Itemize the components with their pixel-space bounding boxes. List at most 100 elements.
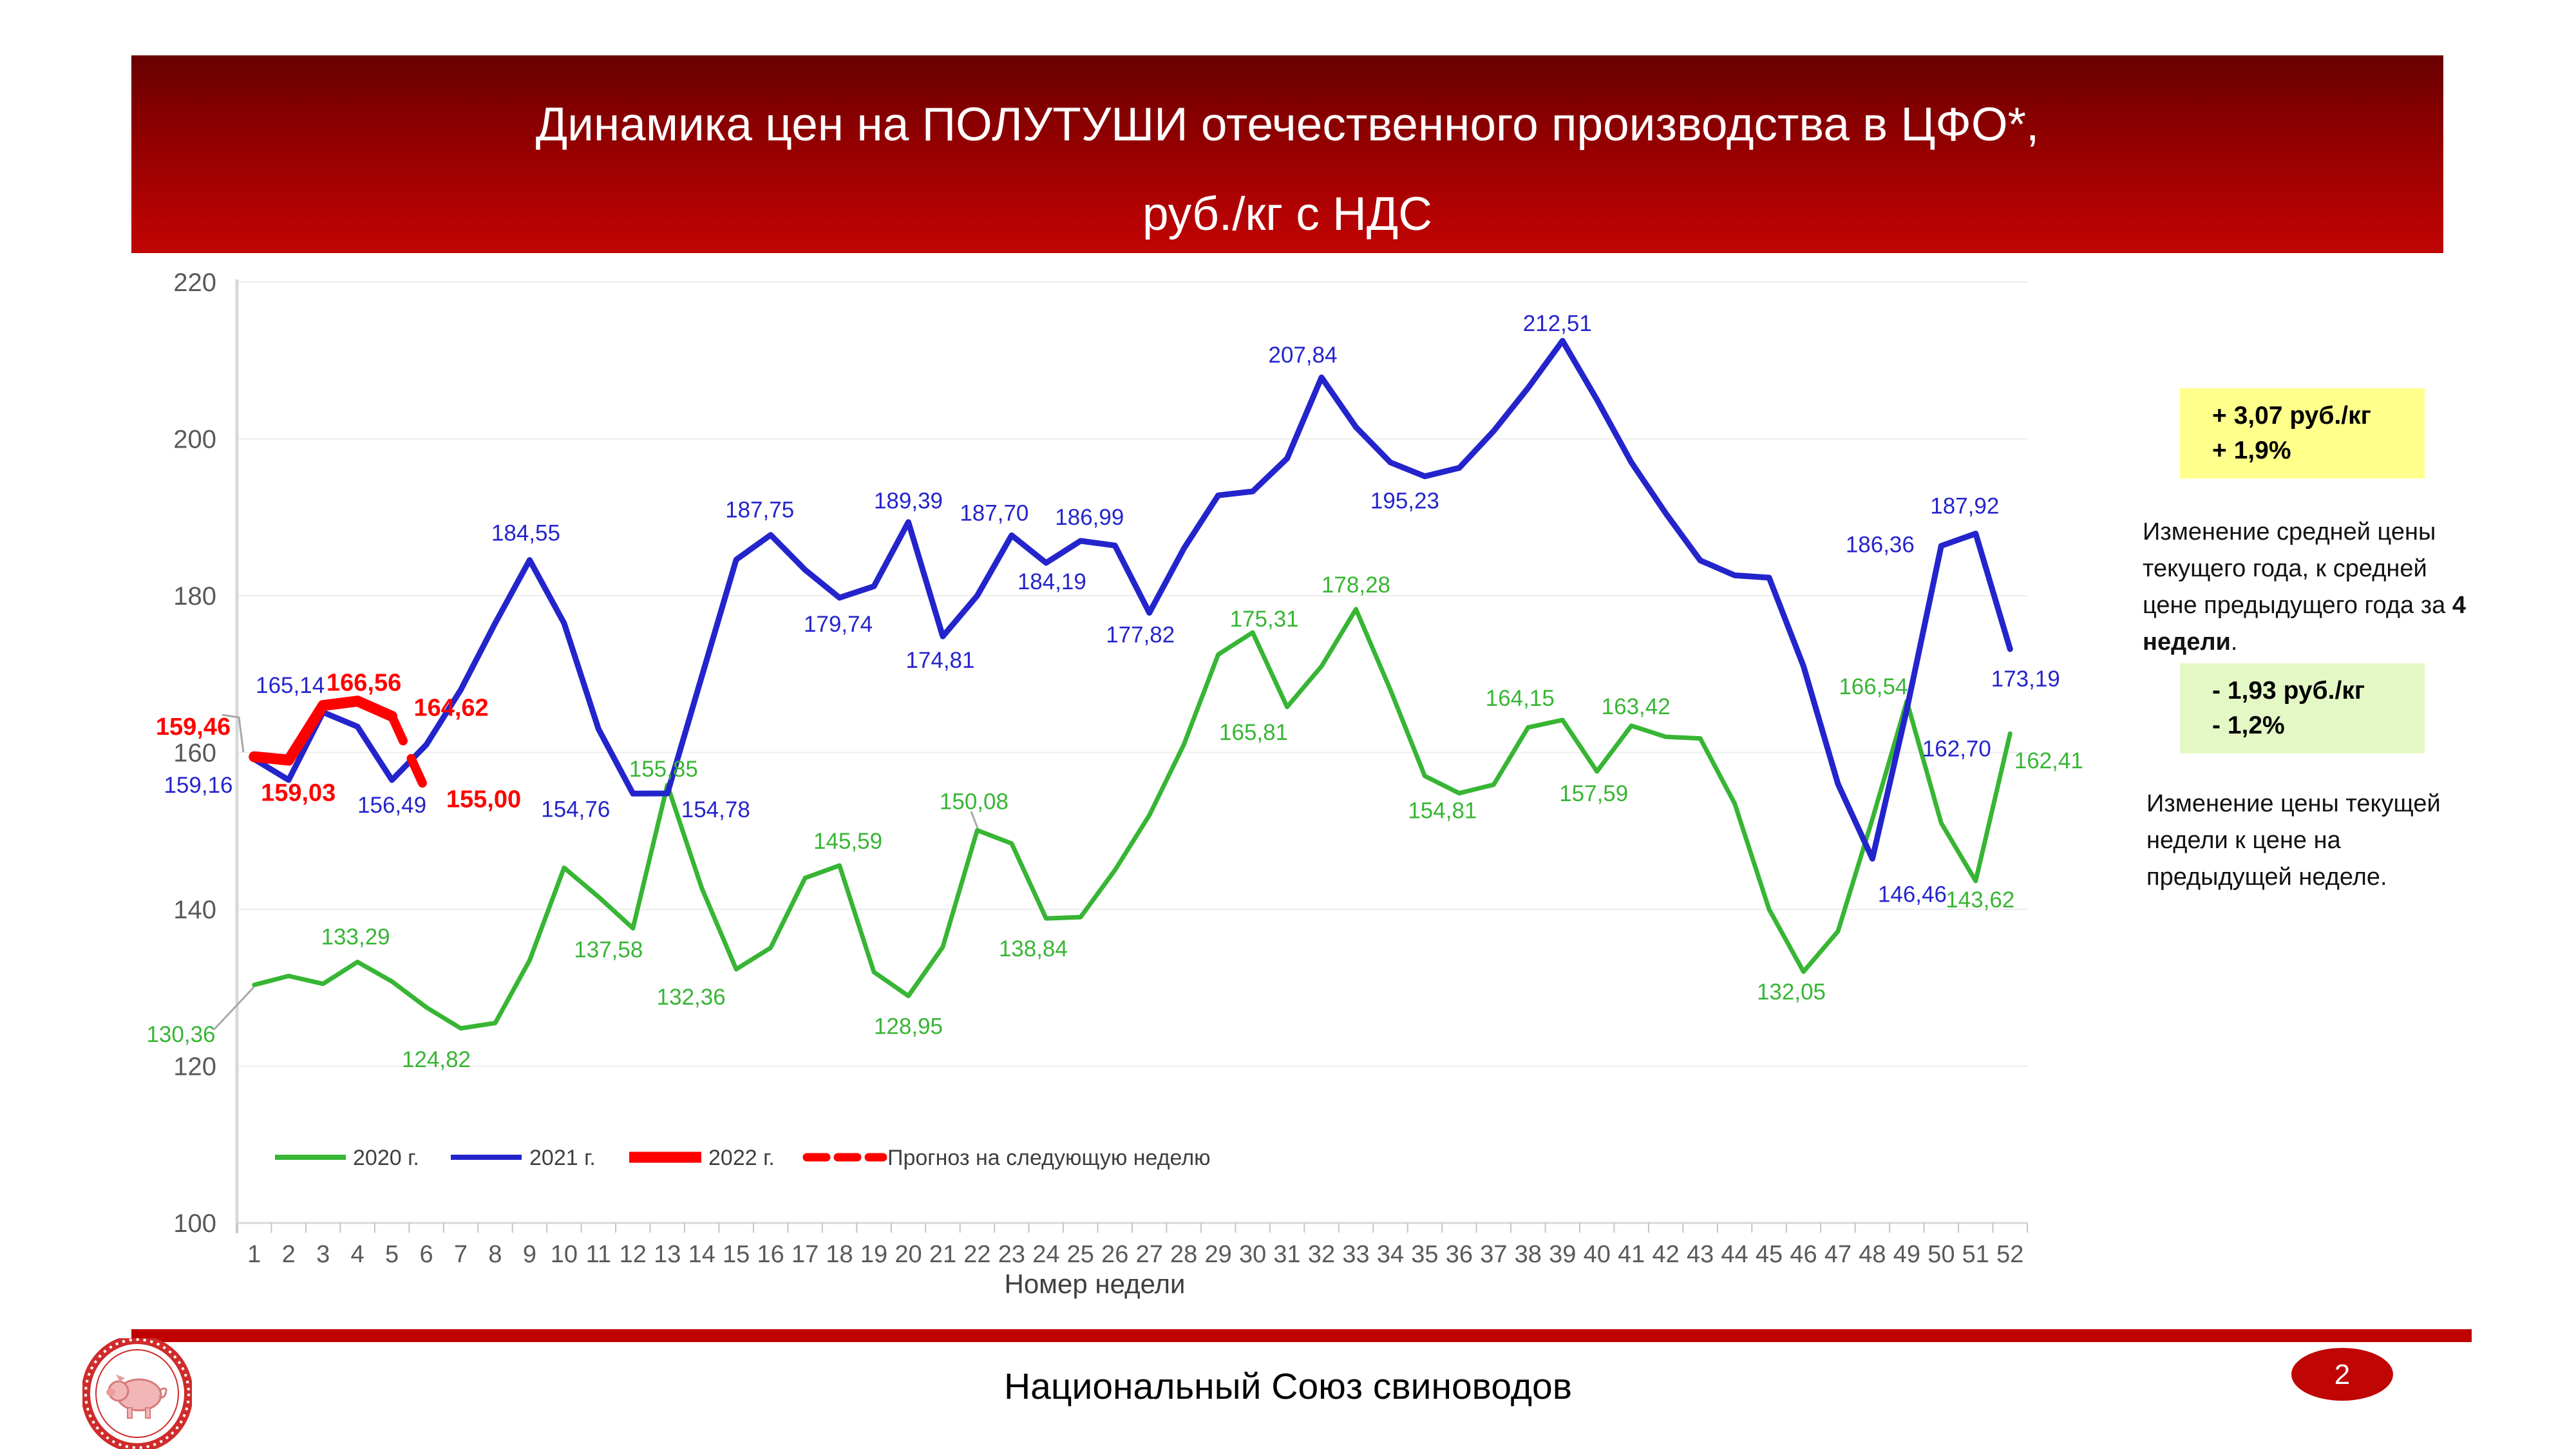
legend-label-y2021: 2021 г. xyxy=(529,1146,596,1170)
x-axis-label: 34 xyxy=(1377,1241,1404,1268)
avg-price-change-pct: + 1,9% xyxy=(2212,437,2291,464)
x-axis-label: 38 xyxy=(1515,1241,1542,1268)
data-label: 164,15 xyxy=(1486,686,1555,711)
y-axis-label: 180 xyxy=(173,582,216,611)
logo-ring-text xyxy=(84,1338,190,1449)
x-axis-label: 14 xyxy=(688,1241,715,1268)
week-price-change-pct: - 1,2% xyxy=(2212,712,2285,739)
data-label: 175,31 xyxy=(1230,607,1299,632)
data-label: 132,36 xyxy=(657,985,726,1010)
data-label: 163,42 xyxy=(1602,694,1671,719)
label-leader-line xyxy=(222,714,245,753)
x-axis-label: 20 xyxy=(895,1241,922,1268)
data-label: 128,95 xyxy=(874,1014,943,1039)
y-axis-label: 100 xyxy=(173,1209,216,1238)
x-axis-label: 30 xyxy=(1239,1241,1266,1268)
data-label: 138,84 xyxy=(999,936,1068,961)
x-axis-label: 35 xyxy=(1411,1241,1438,1268)
x-axis-label: 4 xyxy=(351,1241,365,1268)
data-label: 187,92 xyxy=(1930,494,1999,519)
series-line-y2022 xyxy=(249,696,398,766)
avg-price-change-note: Изменение средней цены текущего года, к … xyxy=(2143,514,2480,661)
data-label: 159,46 xyxy=(156,714,231,741)
x-axis-label: 7 xyxy=(454,1241,468,1268)
data-label: 165,14 xyxy=(256,673,325,698)
avg-price-change-rub: + 3,07 руб./кг xyxy=(2212,402,2371,430)
x-axis-label: 37 xyxy=(1480,1241,1507,1268)
legend-label-y2020: 2020 г. xyxy=(353,1146,419,1170)
x-axis-label: 27 xyxy=(1136,1241,1163,1268)
data-label: 155,85 xyxy=(629,757,698,782)
data-label: 124,82 xyxy=(402,1047,471,1072)
x-axis-label: 50 xyxy=(1927,1241,1955,1268)
x-axis-label: 24 xyxy=(1032,1241,1059,1268)
data-label: 173,19 xyxy=(1991,667,2060,692)
pig-icon xyxy=(106,1374,167,1419)
x-axis-label: 47 xyxy=(1824,1241,1852,1268)
x-axis-label: 2 xyxy=(282,1241,296,1268)
nss-logo xyxy=(82,1338,192,1449)
page-title-line1: Динамика цен на ПОЛУТУШИ отечественного … xyxy=(535,99,2040,151)
y-axis-label: 220 xyxy=(173,269,216,297)
x-axis-label: 6 xyxy=(419,1241,433,1268)
series-line-y2021 xyxy=(251,337,2013,862)
data-label: 159,03 xyxy=(261,779,336,806)
data-label: 162,41 xyxy=(2014,748,2083,773)
data-label: 146,46 xyxy=(1878,882,1947,907)
label-leader-line xyxy=(213,986,255,1031)
footer-divider xyxy=(131,1329,2472,1342)
x-axis-label: 16 xyxy=(757,1241,784,1268)
x-axis-label: 40 xyxy=(1584,1241,1611,1268)
note1-lead: Изменение средней цены текущего года, к … xyxy=(2143,518,2452,619)
data-label: 157,59 xyxy=(1559,781,1628,806)
data-label: 189,39 xyxy=(874,489,943,514)
x-axis-label: 41 xyxy=(1618,1241,1645,1268)
data-label: 212,51 xyxy=(1523,311,1592,336)
data-label: 150,08 xyxy=(940,789,1009,814)
x-axis-label: 33 xyxy=(1342,1241,1369,1268)
x-axis-label: 5 xyxy=(385,1241,399,1268)
data-label: 145,59 xyxy=(813,829,882,854)
x-axis-label: 52 xyxy=(1996,1241,2023,1268)
x-axis-label: 26 xyxy=(1101,1241,1128,1268)
x-axis-label: 22 xyxy=(963,1241,990,1268)
x-axis-label: 45 xyxy=(1756,1241,1783,1268)
data-label: 143,62 xyxy=(1946,887,2014,913)
y-axis-label: 120 xyxy=(173,1053,216,1081)
data-label: 159,16 xyxy=(164,773,232,798)
x-axis-title: Номер недели xyxy=(1004,1269,1185,1299)
x-axis-label: 10 xyxy=(551,1241,578,1268)
avg-price-change-box: + 3,07 руб./кг + 1,9% xyxy=(2180,388,2425,478)
data-label: 166,54 xyxy=(1839,674,1908,699)
x-axis-label: 17 xyxy=(791,1241,819,1268)
data-label: 133,29 xyxy=(321,925,390,950)
data-label: 177,82 xyxy=(1106,623,1175,648)
x-axis-label: 18 xyxy=(826,1241,853,1268)
data-label: 187,75 xyxy=(725,498,794,523)
x-axis-label: 29 xyxy=(1205,1241,1232,1268)
page-number-badge: 2 xyxy=(2291,1348,2393,1401)
y-axis-label: 140 xyxy=(173,896,216,924)
x-axis-label: 36 xyxy=(1446,1241,1473,1268)
x-axis-label: 19 xyxy=(860,1241,887,1268)
y-axis-label: 200 xyxy=(173,426,216,454)
data-label: 186,99 xyxy=(1055,505,1124,530)
series-line-y2020 xyxy=(252,607,2012,1031)
x-axis-label: 49 xyxy=(1893,1241,1920,1268)
x-axis-label: 8 xyxy=(488,1241,502,1268)
data-label: 179,74 xyxy=(804,612,873,637)
note1-tail: . xyxy=(2230,629,2238,656)
data-label: 186,36 xyxy=(1846,533,1915,558)
x-axis-label: 11 xyxy=(586,1241,611,1268)
x-axis-label: 46 xyxy=(1790,1241,1817,1268)
y-axis-label: 160 xyxy=(173,739,216,768)
x-axis-label: 12 xyxy=(620,1241,647,1268)
x-axis-label: 42 xyxy=(1653,1241,1680,1268)
x-axis-label: 25 xyxy=(1067,1241,1094,1268)
data-label: 164,62 xyxy=(413,694,488,721)
data-label: 137,58 xyxy=(574,937,643,962)
x-axis-label: 28 xyxy=(1170,1241,1197,1268)
legend-label-y2022: 2022 г. xyxy=(708,1146,775,1170)
